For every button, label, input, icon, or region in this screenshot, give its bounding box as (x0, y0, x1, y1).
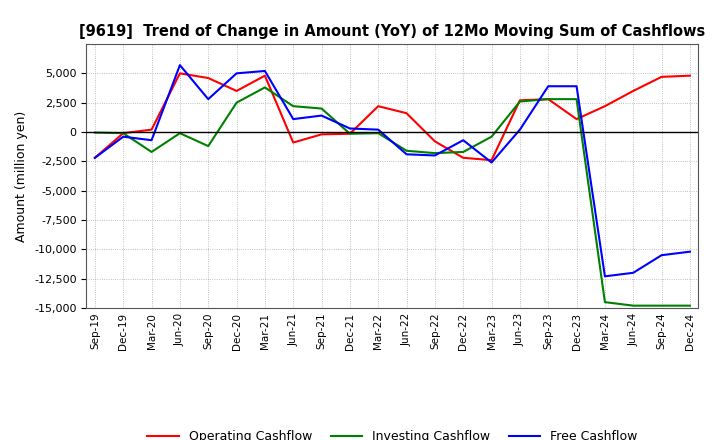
Investing Cashflow (600, 300, 609, 305)
Operating Cashflow (318, 132, 326, 137)
Free Cashflow (487, 160, 496, 165)
Operating Cashflow (176, 71, 184, 76)
Free Cashflow (374, 127, 382, 132)
Free Cashflow (346, 126, 354, 131)
Investing Cashflow (402, 148, 411, 154)
Investing Cashflow (176, 131, 184, 136)
Free Cashflow (402, 152, 411, 157)
Free Cashflow (431, 153, 439, 158)
Operating Cashflow (374, 103, 382, 109)
Operating Cashflow (148, 127, 156, 132)
Operating Cashflow (431, 139, 439, 144)
Line: Investing Cashflow: Investing Cashflow (95, 88, 690, 306)
Free Cashflow (176, 62, 184, 68)
Operating Cashflow (657, 74, 666, 80)
Free Cashflow (204, 96, 212, 102)
Free Cashflow (516, 127, 524, 132)
Operating Cashflow (459, 155, 467, 161)
Free Cashflow (544, 84, 552, 89)
Operating Cashflow (346, 131, 354, 136)
Investing Cashflow (318, 106, 326, 111)
Investing Cashflow (204, 143, 212, 149)
Free Cashflow (261, 68, 269, 73)
Free Cashflow (685, 249, 694, 254)
Investing Cashflow (657, 303, 666, 308)
Operating Cashflow (487, 158, 496, 163)
Operating Cashflow (572, 117, 581, 122)
Investing Cashflow (91, 130, 99, 135)
Free Cashflow (657, 253, 666, 258)
Operating Cashflow (544, 96, 552, 102)
Free Cashflow (289, 117, 297, 122)
Free Cashflow (119, 134, 127, 139)
Investing Cashflow (685, 303, 694, 308)
Investing Cashflow (431, 150, 439, 156)
Investing Cashflow (261, 85, 269, 90)
Investing Cashflow (148, 149, 156, 154)
Operating Cashflow (204, 75, 212, 81)
Free Cashflow (148, 138, 156, 143)
Free Cashflow (459, 138, 467, 143)
Free Cashflow (600, 274, 609, 279)
Free Cashflow (91, 155, 99, 161)
Title: [9619]  Trend of Change in Amount (YoY) of 12Mo Moving Sum of Cashflows: [9619] Trend of Change in Amount (YoY) o… (79, 24, 706, 39)
Free Cashflow (233, 71, 241, 76)
Free Cashflow (318, 113, 326, 118)
Free Cashflow (629, 270, 637, 275)
Investing Cashflow (516, 99, 524, 104)
Investing Cashflow (459, 149, 467, 154)
Y-axis label: Amount (million yen): Amount (million yen) (16, 110, 29, 242)
Operating Cashflow (600, 103, 609, 109)
Operating Cashflow (629, 88, 637, 94)
Investing Cashflow (629, 303, 637, 308)
Line: Operating Cashflow: Operating Cashflow (95, 73, 690, 160)
Investing Cashflow (289, 103, 297, 109)
Line: Free Cashflow: Free Cashflow (95, 65, 690, 276)
Operating Cashflow (233, 88, 241, 94)
Operating Cashflow (261, 73, 269, 78)
Operating Cashflow (119, 131, 127, 136)
Investing Cashflow (487, 134, 496, 139)
Operating Cashflow (402, 110, 411, 116)
Investing Cashflow (544, 96, 552, 102)
Investing Cashflow (572, 96, 581, 102)
Investing Cashflow (233, 100, 241, 105)
Operating Cashflow (289, 140, 297, 145)
Operating Cashflow (91, 155, 99, 161)
Investing Cashflow (119, 131, 127, 136)
Operating Cashflow (685, 73, 694, 78)
Legend: Operating Cashflow, Investing Cashflow, Free Cashflow: Operating Cashflow, Investing Cashflow, … (143, 425, 642, 440)
Investing Cashflow (374, 131, 382, 136)
Investing Cashflow (346, 131, 354, 136)
Operating Cashflow (516, 98, 524, 103)
Free Cashflow (572, 84, 581, 89)
